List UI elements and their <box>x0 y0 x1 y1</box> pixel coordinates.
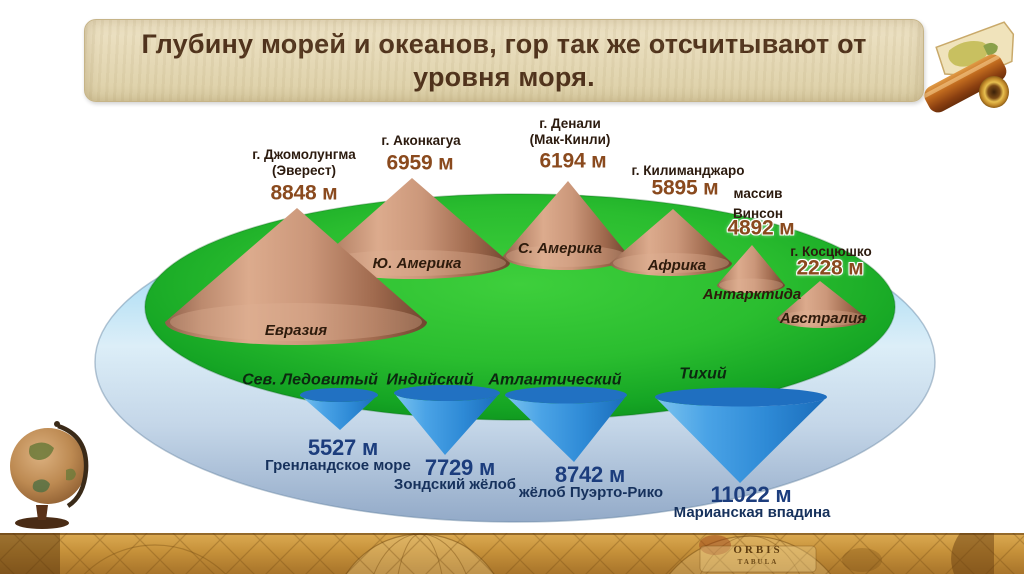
map-cartouche-tabula: TABULA <box>737 558 779 566</box>
mountain-name-vinson: массив Винсон <box>732 185 784 221</box>
trench-cone-atlantic <box>505 386 627 462</box>
mountain-cone-denali <box>503 181 629 270</box>
trench-cone-pacific <box>655 387 827 483</box>
trench-depth-pacific: 11022 м <box>710 482 792 508</box>
mountain-height-kosciuszko: 2228 м <box>796 256 864 280</box>
map-strip <box>0 533 1024 574</box>
continent-label-antarctica: Антарктида <box>702 286 802 304</box>
continent-label-north-america: С. Америка <box>518 240 602 258</box>
continent-label-africa: Африка <box>647 257 707 275</box>
mountain-height-aconcagua: 6959 м <box>386 151 454 175</box>
globe-icon <box>10 421 89 529</box>
mountain-name-kilimanjaro: г. Килиманджаро <box>631 163 745 179</box>
mountain-height-kilimanjaro: 5895 м <box>651 176 719 200</box>
trench-cone-arctic <box>300 388 378 430</box>
mountain-name-denali: г. Денали (Мак-Кинли) <box>529 116 611 147</box>
slide-title: Глубину морей и океанов, гор так же отсч… <box>141 29 867 92</box>
trench-cone-indian <box>394 385 500 455</box>
mountain-cone-kilimanjaro <box>610 209 732 276</box>
trench-name-sunda: Зондский жёлоб <box>393 476 517 494</box>
mountain-cone-kosciuszko <box>777 281 867 328</box>
trench-depth-atlantic: 8742 м <box>554 462 626 488</box>
ocean-name-pacific: Тихий <box>679 365 727 383</box>
title-banner: Глубину морей и океанов, гор так же отсч… <box>84 19 924 102</box>
trench-name-greenland-sea: Гренландское море <box>265 457 411 475</box>
continent-label-south-america: Ю. Америка <box>372 255 462 273</box>
trench-depth-indian: 7729 м <box>424 455 496 481</box>
mountain-height-everest: 8848 м <box>270 181 338 205</box>
mountain-cone-everest <box>165 208 427 345</box>
mountain-name-everest: г. Джомолунгма (Эверест) <box>252 147 356 178</box>
mountain-height-denali: 6194 м <box>539 149 607 173</box>
trench-name-puerto-rico: жёлоб Пуэрто-Рико <box>518 484 664 502</box>
mountain-name-aconcagua: г. Аконкагуа <box>381 133 461 149</box>
mountain-cone-vinson <box>717 245 785 293</box>
ocean-name-atlantic: Атлантический <box>488 371 622 389</box>
continent-label-australia: Австралия <box>779 310 867 328</box>
map-scroll-icon <box>923 21 1015 113</box>
trench-name-mariana: Марианская впадина <box>673 504 831 522</box>
map-cartouche-orbis: ORBIS <box>733 544 783 556</box>
continent-label-eurasia: Евразия <box>264 322 328 340</box>
trench-depth-arctic: 5527 м <box>307 435 379 461</box>
ocean-name-indian: Индийский <box>386 371 474 389</box>
mountain-height-vinson: 4892 м <box>727 216 795 240</box>
mountain-name-kosciuszko: г. Косцюшко <box>790 244 872 260</box>
ocean-name-arctic: Сев. Ледовитый <box>242 371 378 389</box>
